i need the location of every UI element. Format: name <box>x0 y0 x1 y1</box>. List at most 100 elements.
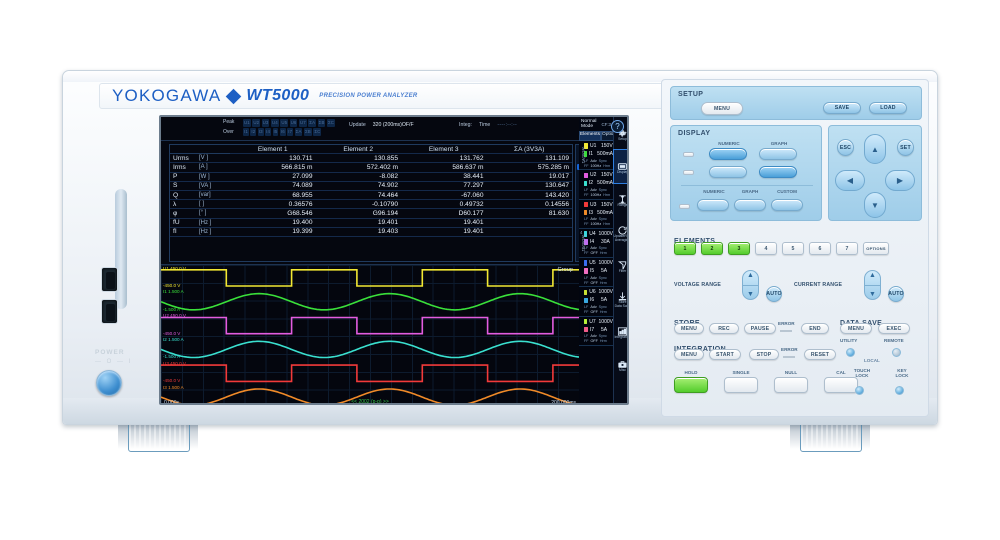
numeric-measurement-table[interactable]: Element 1 Element 2 Element 3 ΣA (3V3A) Urm… <box>169 144 573 262</box>
nav-up-button[interactable]: ▲ <box>864 134 886 164</box>
channel-row-I4[interactable]: I4 30A <box>584 238 613 246</box>
voltage-range-down-icon[interactable]: ▼ <box>747 291 754 298</box>
current-range-up-icon[interactable]: ▲ <box>869 272 876 279</box>
data-save-exec-button[interactable]: EXEC <box>878 323 910 334</box>
bottom-button-row[interactable]: HOLD SINGLE NULL CAL <box>674 370 858 398</box>
element-group-5[interactable]: U6 1000V I6 5A LF Adv Sync FF OFF Hrm <box>579 287 613 317</box>
rail-item-misc[interactable]: Misc <box>614 348 627 381</box>
current-range-stepper[interactable]: ▲ ▼ <box>864 270 881 300</box>
element-button-3[interactable]: 3 <box>728 242 750 255</box>
display-button-graph-1[interactable] <box>759 148 797 160</box>
lcd-screen[interactable]: Peak U1 U2 U3 U4 U5 U6 U7 ΣA ΣB ΣC Over I1 I2 I3 I4 I… <box>159 115 629 405</box>
rail-item-range[interactable]: Range <box>614 183 627 216</box>
rail-item-filter[interactable]: Filter <box>614 249 627 282</box>
utility-lamp[interactable] <box>846 348 855 357</box>
esc-button[interactable]: ESC <box>837 139 854 156</box>
table-row[interactable]: fU [Hz ] 19.400 19.401 19.401 <box>170 218 572 228</box>
voltage-auto-button[interactable]: AUTO <box>766 286 782 302</box>
store-rec-button[interactable]: REC <box>709 323 739 334</box>
channel-row-U6[interactable]: U6 1000V <box>584 288 613 296</box>
display-button-graph-2[interactable] <box>759 166 797 178</box>
bottom-button-null[interactable] <box>774 377 808 393</box>
element-group-6[interactable]: U7 1000V I7 5A LF Adv Sync FF OFF Hrm <box>579 317 613 346</box>
table-row[interactable]: φ [° ] G68.546 G96.194 D60.177 81.630 <box>170 208 572 219</box>
store-pause-button[interactable]: PAUSE <box>744 323 776 334</box>
usb-port-bottom[interactable] <box>101 299 118 324</box>
channel-row-I2[interactable]: I2 500mA <box>584 179 613 187</box>
element-group-0[interactable]: ΣA(3V3A) U1 150V I1 500mA LF Adv Sync FF 100Hz Hrm <box>579 141 613 171</box>
nav-down-button[interactable]: ▼ <box>864 192 886 218</box>
channel-row-U3[interactable]: U3 150V <box>584 201 613 209</box>
integration-start-button[interactable]: START <box>709 349 741 360</box>
usb-port-top[interactable] <box>101 267 118 292</box>
element-button-5[interactable]: 5 <box>782 242 804 255</box>
element-group-4[interactable]: U5 1000V I5 5A LF Adv Sync FF OFF Hrm <box>579 258 613 288</box>
setup-menu-button[interactable]: MENU <box>701 102 743 115</box>
channel-row-I6[interactable]: I6 5A <box>584 296 613 304</box>
setup-save-button[interactable]: SAVE <box>823 102 861 114</box>
voltage-range-up-icon[interactable]: ▲ <box>747 272 754 279</box>
set-button[interactable]: SET <box>897 139 914 156</box>
nav-right-button[interactable]: ▶ <box>885 170 915 191</box>
rail-item-updaterate[interactable]: UpdateRate Averaging <box>613 216 627 249</box>
voltage-range-stepper[interactable]: ▲ ▼ <box>742 270 759 300</box>
element-button-row[interactable]: 1 2 3 4 5 6 7 OPTIONS <box>674 242 889 255</box>
display-button-custom-3[interactable] <box>771 199 803 211</box>
setup-load-button[interactable]: LOAD <box>869 102 907 114</box>
table-row[interactable]: λ[ ] 0.36576 -0.10790 0.49732 0.14556 <box>170 199 572 210</box>
channel-row-I1[interactable]: I1 500mA <box>584 150 613 158</box>
element-group-2[interactable]: U3 150V I3 500mA LF Adv Sync FF 100Hz Hrm <box>579 200 613 229</box>
store-menu-button[interactable]: MENU <box>674 323 704 334</box>
element-button-1[interactable]: 1 <box>674 242 696 255</box>
touch-lock-lamp[interactable] <box>855 386 864 395</box>
table-row[interactable]: S [VA ] 74.089 74.902 77.297 130.647 <box>170 181 572 191</box>
bottom-button-cal[interactable] <box>824 377 858 393</box>
integration-stop-button[interactable]: STOP <box>749 349 779 360</box>
elements-tab-elements[interactable]: Elements <box>579 131 601 141</box>
display-button-numeric-2[interactable] <box>709 166 747 178</box>
table-row[interactable]: P [W ] 27.099 -8.082 38.441 19.017 <box>170 172 572 182</box>
channel-row-U1[interactable]: U1 150V <box>584 142 613 150</box>
elements-tab-bar[interactable]: Elements Options <box>579 131 620 141</box>
channel-row-U4[interactable]: U4 1000V <box>584 230 613 238</box>
channel-row-U2[interactable]: U2 150V <box>584 171 613 179</box>
elements-side-panel[interactable]: Normal Mode CF:3 Elements Options ΣA(3V3A… <box>579 117 620 403</box>
power-button[interactable] <box>96 370 122 396</box>
table-row[interactable]: Irms [A ] 566.815 m 572.402 m 586.637 m 575.2… <box>170 162 572 173</box>
key-lock-lamp[interactable] <box>895 386 904 395</box>
channel-row-I5[interactable]: I5 5A <box>584 267 613 275</box>
element-group-1[interactable]: U2 150V I2 500mA LF Adv Sync FF 100Hz Hrm <box>579 170 613 200</box>
element-button-2[interactable]: 2 <box>701 242 723 255</box>
remote-lamp[interactable] <box>892 348 901 357</box>
menu-icon-rail[interactable]: Setup Display Range UpdateRate Averaging Fil… <box>613 117 627 403</box>
rail-item-store[interactable]: Store Data Save <box>614 282 627 315</box>
element-options-button[interactable]: OPTIONS <box>863 242 889 255</box>
element-group-3[interactable]: 4 ΣB(3V3A) U4 1000V I4 30A LF Adv Sync FF OFF Hrm <box>579 229 613 258</box>
display-button-graph-3[interactable] <box>734 199 766 211</box>
integration-menu-button[interactable]: MENU <box>674 349 704 360</box>
current-range-down-icon[interactable]: ▼ <box>869 291 876 298</box>
current-auto-button[interactable]: AUTO <box>888 286 904 302</box>
channel-row-U5[interactable]: U5 1000V <box>584 259 613 267</box>
nav-left-button[interactable]: ◀ <box>835 170 865 191</box>
display-button-numeric-1[interactable] <box>709 148 747 160</box>
bottom-button-hold[interactable] <box>674 377 708 393</box>
table-row[interactable]: fI [Hz ] 19.399 19.403 19.401 <box>170 227 572 237</box>
store-end-button[interactable]: END <box>801 323 829 334</box>
element-button-7[interactable]: 7 <box>836 242 858 255</box>
data-save-menu-button[interactable]: MENU <box>840 323 872 334</box>
table-row[interactable]: Urms [V ] 130.711 130.855 131.762 131.109 <box>170 153 572 164</box>
channel-row-U7[interactable]: U7 1000V <box>584 318 613 326</box>
rail-item-display[interactable]: Display <box>613 149 627 184</box>
waveform-display[interactable]: U1 450.0 V -450.0 V I1 1.500 A -1.500 A U2 4… <box>161 264 579 403</box>
channel-row-I3[interactable]: I3 500mA <box>584 209 613 217</box>
integration-reset-button[interactable]: RESET <box>804 349 836 360</box>
display-button-numeric-3[interactable] <box>697 199 729 211</box>
elements-channel-list[interactable]: ΣA(3V3A) U1 150V I1 500mA LF Adv Sync FF 100Hz Hrm… <box>579 141 613 403</box>
rail-item-integration[interactable]: Integration <box>614 315 627 348</box>
channel-row-I7[interactable]: I7 5A <box>584 326 613 334</box>
element-button-6[interactable]: 6 <box>809 242 831 255</box>
help-icon[interactable]: ? <box>611 120 624 133</box>
table-row[interactable]: Q [var] 68.955 74.464 -67.060 143.420 <box>170 190 572 201</box>
element-button-4[interactable]: 4 <box>755 242 777 255</box>
